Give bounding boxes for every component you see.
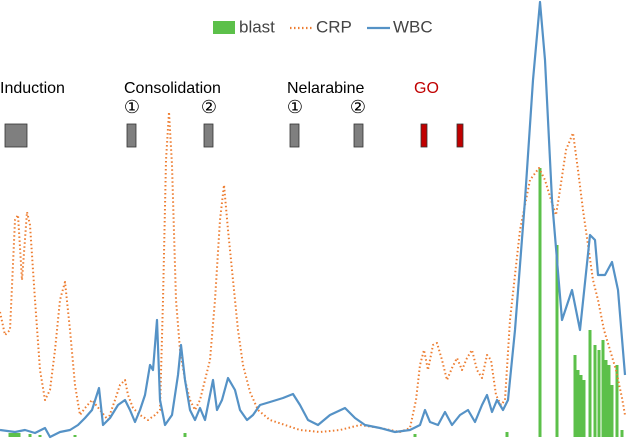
blast-bar [604, 360, 608, 437]
cycle-label: ① [124, 97, 140, 118]
blast-bar [588, 330, 592, 437]
treatment-block [126, 123, 137, 148]
cycle-label: ② [350, 97, 366, 118]
blast-bar [576, 370, 580, 437]
treatment-block [420, 123, 428, 148]
blast-bar [38, 435, 42, 437]
blast-bar [73, 435, 77, 437]
treatment-block [203, 123, 214, 148]
phase-label: Nelarabine [287, 80, 364, 97]
blast-bar [183, 433, 187, 437]
treatment-block [456, 123, 464, 148]
cycle-label: ① [287, 97, 303, 118]
blast-bar [17, 433, 21, 437]
annotations: Induction Consolidation ① ② Nelarabine ①… [0, 80, 439, 118]
blast-bar [610, 385, 614, 437]
blast-bar [582, 380, 586, 437]
blast-bar [538, 168, 542, 437]
legend-label: WBC [393, 17, 433, 36]
blast-bar [607, 365, 611, 437]
treatment-block [353, 123, 364, 148]
phase-label: Consolidation [124, 80, 221, 97]
blast-bar [620, 430, 624, 437]
phase-label: Induction [0, 80, 65, 97]
treatment-block [289, 123, 300, 148]
crp-line [0, 111, 626, 433]
blast-bar [579, 375, 583, 437]
phase-label: GO [414, 80, 439, 97]
blast-bar [413, 434, 417, 437]
blast-bar [14, 433, 18, 437]
legend-label: CRP [316, 17, 352, 36]
legend-swatch [213, 21, 235, 34]
blast-bar [555, 245, 559, 437]
blast-bar [11, 433, 15, 437]
cycle-label: ② [201, 97, 217, 118]
legend-label: blast [239, 17, 275, 36]
blast-bar [28, 434, 32, 437]
blast-bar [8, 433, 12, 437]
blast-bar [573, 355, 577, 437]
blast-bar [601, 340, 605, 437]
blast-bar [593, 345, 597, 437]
blast-bar [615, 365, 619, 437]
treatment-block [4, 123, 28, 148]
blast-bar [597, 350, 601, 437]
blast-bar [505, 432, 509, 437]
